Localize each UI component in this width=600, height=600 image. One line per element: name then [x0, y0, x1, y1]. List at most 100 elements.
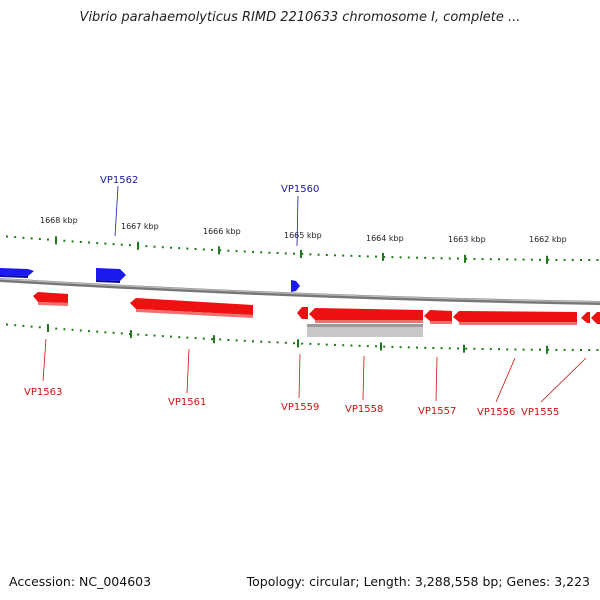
minor-tick: [227, 339, 230, 341]
minor-tick: [432, 347, 435, 349]
minor-tick: [416, 256, 418, 259]
major-tick: [297, 339, 299, 348]
minor-tick: [571, 258, 574, 261]
minor-tick: [391, 345, 394, 348]
gene-forward-left[interactable]: [0, 268, 34, 278]
minor-tick: [112, 243, 115, 246]
gene-vp1559[interactable]: [297, 307, 308, 319]
minor-tick: [571, 348, 574, 351]
minor-tick: [350, 254, 353, 257]
minor-tick: [88, 241, 90, 244]
minor-tick: [383, 255, 386, 258]
gene-label-vp1560[interactable]: VP1560: [281, 184, 319, 195]
minor-tick: [588, 349, 591, 351]
minor-tick: [22, 236, 25, 239]
minor-tick: [424, 346, 427, 349]
minor-tick: [63, 239, 66, 242]
gene-vp1560[interactable]: [291, 280, 300, 292]
minor-tick: [145, 334, 148, 337]
minor-tick: [88, 330, 90, 333]
gene-vp1555[interactable]: [581, 312, 600, 324]
minor-tick: [161, 246, 164, 249]
gene-label-vp1557[interactable]: VP1557: [418, 406, 456, 417]
minor-tick: [555, 348, 558, 351]
minor-tick: [498, 258, 500, 261]
minor-tick: [161, 335, 164, 338]
gene-vp1558[interactable]: [309, 308, 423, 323]
minor-tick: [522, 348, 525, 351]
gene-label-vp1555[interactable]: VP1555: [521, 407, 559, 418]
minor-tick: [178, 336, 181, 339]
minor-tick: [170, 246, 172, 249]
minor-tick: [325, 254, 328, 256]
minor-tick: [235, 250, 238, 253]
other-feature[interactable]: [307, 324, 423, 337]
minor-tick: [301, 253, 304, 255]
minor-tick: [522, 258, 525, 261]
minor-tick: [293, 252, 295, 255]
minor-tick: [252, 340, 254, 343]
gene-vp1561[interactable]: [130, 298, 253, 318]
minor-tick: [588, 259, 591, 261]
minor-tick: [309, 342, 312, 345]
minor-tick: [194, 248, 197, 250]
minor-tick: [366, 255, 369, 258]
scale-label: 1663 kbp: [448, 235, 486, 244]
scale-label: 1668 kbp: [40, 216, 78, 225]
gene-vp1557[interactable]: [424, 310, 452, 324]
minor-tick: [489, 258, 492, 261]
gene-label-vp1558[interactable]: VP1558: [345, 404, 383, 415]
minor-tick: [325, 343, 328, 346]
major-tick: [218, 246, 220, 255]
minor-tick: [457, 257, 459, 260]
minor-tick: [71, 328, 74, 331]
minor-tick: [342, 254, 345, 257]
minor-tick: [416, 346, 418, 349]
minor-tick: [358, 344, 361, 347]
minor-tick: [202, 337, 205, 340]
gene-label-vp1559[interactable]: VP1559: [281, 402, 319, 413]
map-title: Vibrio parahaemolyticus RIMD 2210633 chr…: [79, 10, 521, 25]
gene-label-vp1562[interactable]: VP1562: [100, 175, 138, 186]
minor-tick: [301, 342, 304, 345]
gene-label-vp1563[interactable]: VP1563: [24, 387, 62, 398]
major-tick: [55, 236, 57, 245]
minor-tick: [465, 257, 468, 260]
minor-tick: [489, 348, 492, 351]
gene-vp1562[interactable]: [96, 268, 126, 283]
minor-tick: [30, 237, 33, 240]
minor-tick: [358, 255, 361, 258]
minor-tick: [243, 250, 246, 253]
minor-tick: [334, 254, 336, 257]
chromosome-backbone: [0, 278, 600, 305]
upper-tick-ring: [6, 235, 599, 264]
gene-label-vp1556[interactable]: VP1556: [477, 407, 515, 418]
gene-vp1563[interactable]: [33, 292, 68, 306]
gene-vp1556[interactable]: [453, 311, 577, 325]
minor-tick: [211, 338, 213, 341]
reverse-gene-labels: VP1563 VP1561 VP1559 VP1558 VP1557 VP155…: [24, 338, 587, 418]
minor-tick: [227, 249, 230, 252]
minor-tick: [38, 326, 41, 329]
minor-tick: [563, 258, 566, 261]
scale-label: 1665 kbp: [284, 231, 322, 240]
minor-tick: [219, 249, 222, 252]
minor-tick: [407, 256, 410, 259]
minor-tick: [440, 257, 443, 260]
minor-tick: [465, 347, 468, 350]
minor-tick: [539, 348, 541, 351]
minor-tick: [309, 253, 312, 256]
minor-tick: [481, 258, 484, 261]
minor-tick: [120, 332, 123, 335]
minor-tick: [104, 331, 107, 334]
minor-tick: [178, 247, 181, 250]
major-tick: [463, 344, 465, 353]
minor-tick: [38, 238, 41, 240]
minor-tick: [243, 339, 246, 342]
forward-gene-labels: VP1562 VP1560: [100, 175, 319, 247]
gene-label-vp1561[interactable]: VP1561: [168, 397, 206, 408]
minor-tick: [268, 251, 271, 254]
accession-label: Accession: NC_004603: [9, 574, 152, 589]
minor-tick: [260, 251, 263, 254]
